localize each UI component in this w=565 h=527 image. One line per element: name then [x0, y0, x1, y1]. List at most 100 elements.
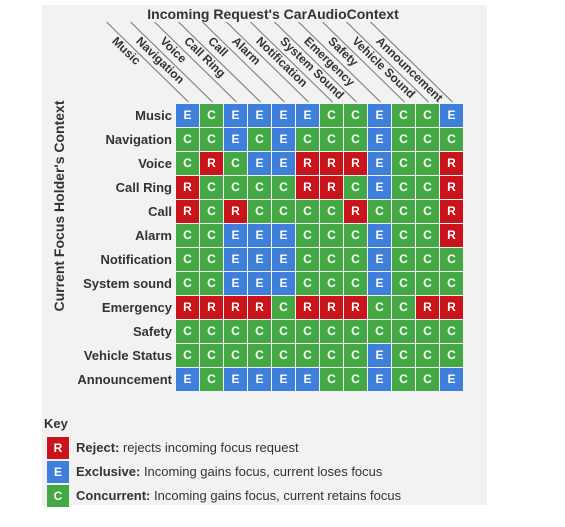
key-term: Exclusive:	[76, 464, 141, 479]
matrix-cell: C	[200, 200, 223, 223]
matrix-cell: C	[320, 368, 343, 391]
matrix-cell: R	[344, 152, 367, 175]
matrix-cell: C	[176, 272, 199, 295]
matrix-cell: R	[200, 296, 223, 319]
matrix-cell: C	[248, 320, 271, 343]
header-diagonal-line	[106, 21, 189, 103]
matrix-cell: C	[344, 224, 367, 247]
matrix-cell: C	[320, 272, 343, 295]
matrix-cell: C	[416, 344, 439, 367]
matrix-cell: R	[320, 176, 343, 199]
matrix-cell: R	[320, 296, 343, 319]
key-description: Concurrent: Incoming gains focus, curren…	[76, 488, 401, 503]
key-swatch: C	[47, 485, 69, 507]
matrix-cell: E	[176, 368, 199, 391]
key-desc: rejects incoming focus request	[119, 440, 299, 455]
matrix-cell: C	[296, 272, 319, 295]
row-label: Voice	[138, 156, 172, 171]
row-label: Vehicle Status	[83, 348, 172, 363]
matrix-cell: C	[416, 224, 439, 247]
header-diagonal-line	[226, 21, 309, 103]
matrix-cell: C	[272, 320, 295, 343]
diagram-title: Incoming Request's CarAudioContext	[147, 6, 399, 22]
matrix-cell: E	[272, 104, 295, 127]
matrix-cell: E	[296, 368, 319, 391]
matrix-cell: R	[176, 176, 199, 199]
matrix-cell: C	[272, 344, 295, 367]
matrix-cell: C	[296, 344, 319, 367]
matrix-cell: E	[248, 152, 271, 175]
matrix-cell: C	[320, 344, 343, 367]
matrix-cell: E	[272, 128, 295, 151]
matrix-cell: E	[224, 272, 247, 295]
matrix-cell: E	[224, 368, 247, 391]
row-label: System sound	[83, 276, 172, 291]
header-diagonal-line	[298, 21, 381, 103]
matrix-cell: C	[416, 176, 439, 199]
matrix-cell: C	[272, 176, 295, 199]
matrix-cell: E	[272, 224, 295, 247]
matrix-cell: C	[224, 320, 247, 343]
row-label: Emergency	[101, 300, 172, 315]
matrix-cell: E	[248, 104, 271, 127]
matrix-cell: C	[416, 248, 439, 271]
header-diagonal-line	[178, 21, 261, 103]
matrix-cell: R	[224, 200, 247, 223]
matrix-cell: C	[392, 248, 415, 271]
row-label: Call Ring	[115, 180, 172, 195]
matrix-cell: C	[392, 104, 415, 127]
matrix-cell: C	[416, 368, 439, 391]
matrix-cell: C	[320, 128, 343, 151]
matrix-cell: C	[416, 128, 439, 151]
matrix-cell: C	[392, 320, 415, 343]
matrix-cell: C	[344, 272, 367, 295]
matrix-cell: C	[392, 296, 415, 319]
matrix-cell: E	[248, 272, 271, 295]
matrix-cell: E	[440, 104, 463, 127]
row-label: Announcement	[77, 372, 172, 387]
matrix-cell: C	[368, 296, 391, 319]
matrix-cell: E	[176, 104, 199, 127]
matrix-cell: C	[392, 128, 415, 151]
matrix-cell: R	[440, 200, 463, 223]
matrix-cell: C	[200, 344, 223, 367]
matrix-cell: R	[176, 200, 199, 223]
matrix-cell: E	[368, 344, 391, 367]
matrix-cell: C	[440, 248, 463, 271]
header-diagonal-line	[130, 21, 213, 103]
matrix-cell: C	[344, 320, 367, 343]
matrix-cell: E	[224, 248, 247, 271]
matrix-cell: R	[296, 176, 319, 199]
matrix-cell: E	[368, 224, 391, 247]
matrix-cell: E	[368, 248, 391, 271]
matrix-cell: C	[416, 200, 439, 223]
header-diagonal-line	[346, 21, 429, 103]
matrix-cell: C	[392, 224, 415, 247]
matrix-cell: E	[368, 368, 391, 391]
matrix-cell: C	[248, 128, 271, 151]
matrix-cell: C	[320, 104, 343, 127]
matrix-cell: C	[392, 368, 415, 391]
matrix-cell: C	[200, 320, 223, 343]
matrix-cell: E	[272, 248, 295, 271]
matrix-cell: C	[200, 272, 223, 295]
matrix-cell: R	[320, 152, 343, 175]
key-swatch: R	[47, 437, 69, 459]
matrix-cell: C	[224, 176, 247, 199]
matrix-cell: C	[224, 152, 247, 175]
matrix-cell: E	[368, 104, 391, 127]
matrix-cell: C	[248, 200, 271, 223]
matrix-cell: C	[416, 320, 439, 343]
matrix-cell: E	[248, 368, 271, 391]
matrix-cell: C	[248, 344, 271, 367]
matrix-cell: E	[296, 104, 319, 127]
matrix-cell: E	[224, 104, 247, 127]
matrix-cell: R	[416, 296, 439, 319]
matrix-cell: C	[224, 344, 247, 367]
matrix-cell: C	[344, 344, 367, 367]
header-diagonal-line	[370, 21, 453, 103]
matrix-cell: C	[416, 272, 439, 295]
matrix-cell: R	[296, 296, 319, 319]
matrix-cell: C	[272, 296, 295, 319]
key-description: Reject: rejects incoming focus request	[76, 440, 299, 455]
